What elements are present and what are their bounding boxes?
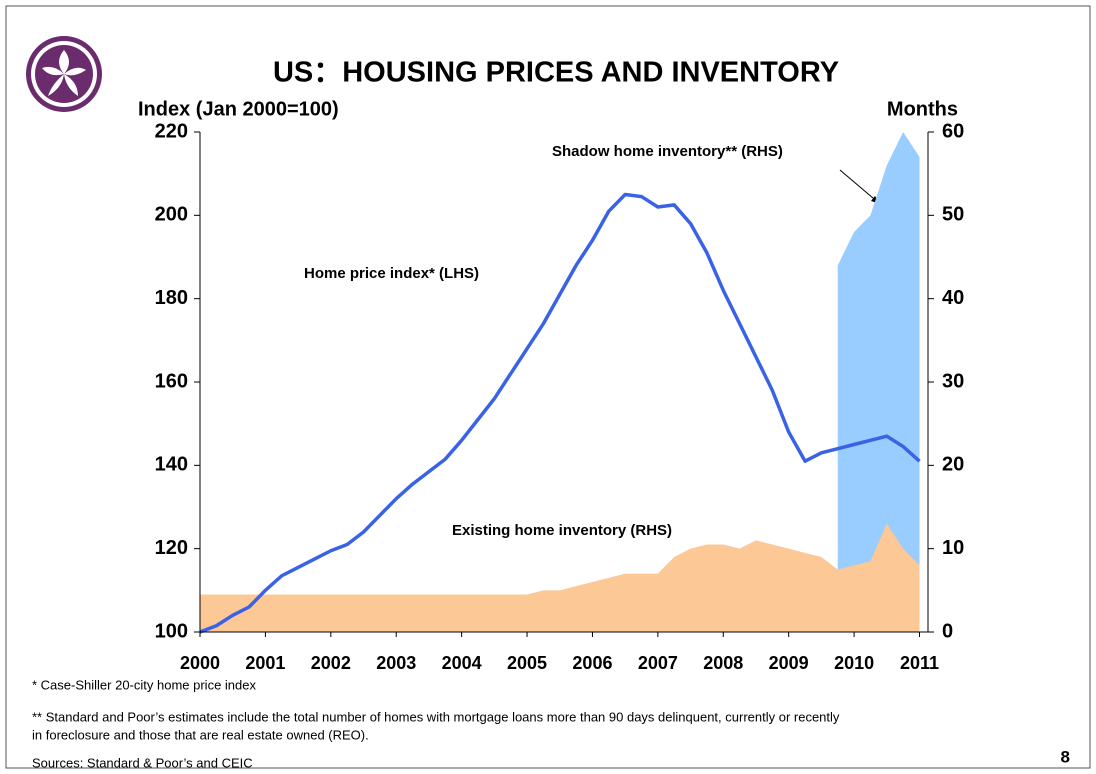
- y-tick-label: 160: [155, 370, 188, 392]
- y2-tick-label: 0: [942, 620, 953, 642]
- line: [199, 192, 921, 634]
- slide-frame: [5, 5, 1091, 769]
- logo: [26, 36, 102, 112]
- series-label: Shadow home inventory** (RHS): [552, 143, 783, 160]
- y2-tick-label: 10: [942, 537, 964, 559]
- page-number: 8: [1061, 747, 1070, 766]
- x-tick-label: 2008: [703, 653, 743, 673]
- y-tick-label: 100: [155, 620, 188, 642]
- y2-tick-label: 50: [942, 204, 964, 226]
- x-tick-label: 2001: [245, 653, 285, 673]
- y-tick-label: 180: [155, 287, 188, 309]
- x-tick-label: 2007: [638, 653, 678, 673]
- area: [837, 132, 920, 632]
- x-tick-label: 2003: [376, 653, 416, 673]
- x-tick-label: 2004: [442, 653, 482, 673]
- series-label: Existing home inventory (RHS): [452, 522, 672, 539]
- footnote: ** Standard and Poor’s estimates include…: [32, 709, 840, 724]
- x-tick-label: 2005: [507, 653, 547, 673]
- source: Sources: Standard & Poor’s and CEIC: [32, 755, 253, 770]
- series-label: Home price index* (LHS): [304, 265, 479, 282]
- y2-tick-label: 30: [942, 370, 964, 392]
- y-tick-label: 120: [155, 537, 188, 559]
- y2-tick-label: 40: [942, 287, 964, 309]
- y2-axis-label: Months: [887, 98, 958, 120]
- y-axis-label: Index (Jan 2000=100): [138, 98, 339, 120]
- x-tick-label: 2010: [834, 653, 874, 673]
- y-tick-label: 220: [155, 120, 188, 142]
- area: [200, 523, 920, 632]
- y2-tick-label: 60: [942, 120, 964, 142]
- x-tick-label: 2002: [311, 653, 351, 673]
- y-tick-label: 200: [155, 204, 188, 226]
- footnote: * Case-Shiller 20-city home price index: [32, 677, 256, 692]
- x-tick-label: 2000: [180, 653, 220, 673]
- footnote: in foreclosure and those that are real e…: [32, 727, 369, 742]
- x-tick-label: 2006: [572, 653, 612, 673]
- x-tick-label: 2009: [769, 653, 809, 673]
- y2-tick-label: 20: [942, 454, 964, 476]
- y-tick-label: 140: [155, 454, 188, 476]
- chart-title: US：HOUSING PRICES AND INVENTORY: [273, 57, 839, 89]
- x-tick-label: 2011: [900, 653, 939, 673]
